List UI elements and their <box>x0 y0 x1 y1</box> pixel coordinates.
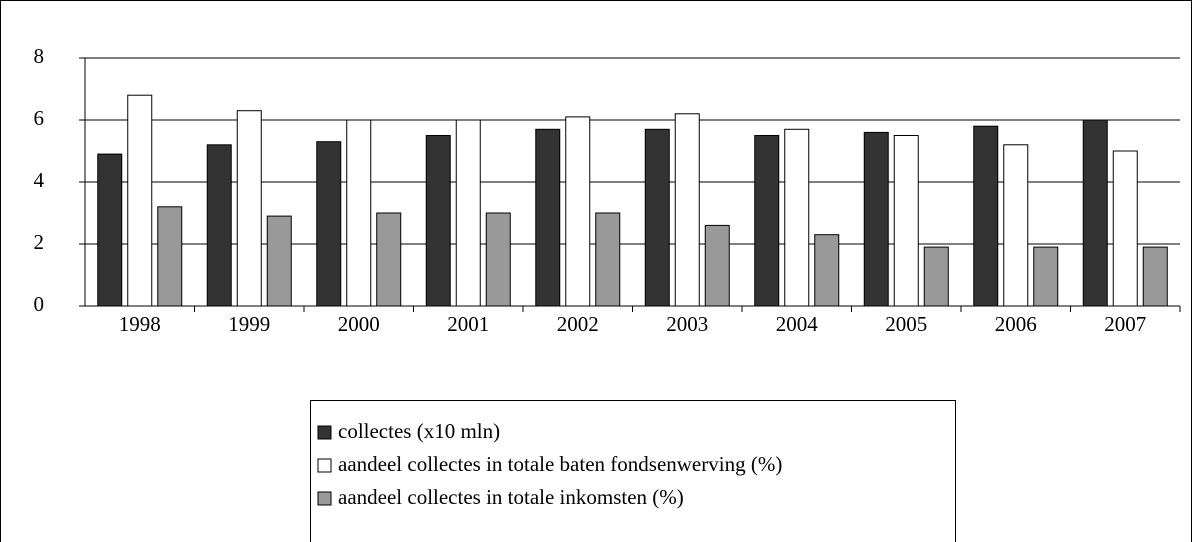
bar <box>893 135 919 307</box>
bar <box>455 119 481 307</box>
x-tick-label: 2005 <box>885 312 927 336</box>
bar <box>346 119 372 307</box>
y-tick-label: 6 <box>34 106 45 130</box>
legend-swatch <box>317 458 332 473</box>
y-tick-label: 2 <box>34 230 45 254</box>
bar <box>316 141 342 307</box>
bar <box>1112 150 1138 307</box>
x-tick-label: 1998 <box>119 312 161 336</box>
bar <box>127 94 153 307</box>
bar <box>376 212 402 307</box>
bar <box>863 131 889 307</box>
bar <box>236 110 262 307</box>
bar <box>425 135 451 307</box>
legend-label: aandeel collectes in totale baten fondse… <box>338 452 782 476</box>
bar <box>674 113 700 307</box>
x-tick-label: 2000 <box>338 312 380 336</box>
legend-label: collectes (x10 mln) <box>338 419 500 443</box>
bar <box>644 128 670 307</box>
legend-box <box>310 400 956 542</box>
x-tick-label: 2002 <box>557 312 599 336</box>
y-tick-label: 4 <box>34 168 45 192</box>
x-tick-label: 1999 <box>228 312 270 336</box>
x-tick-label: 2001 <box>447 312 489 336</box>
bar <box>1142 246 1168 307</box>
bar <box>754 135 780 307</box>
legend-label: aandeel collectes in totale inkomsten (%… <box>338 485 684 509</box>
bar <box>973 125 999 307</box>
bar <box>784 128 810 307</box>
bar <box>704 224 730 307</box>
bar <box>266 215 292 307</box>
bar <box>595 212 621 307</box>
x-tick-label: 2003 <box>666 312 708 336</box>
bar <box>485 212 511 307</box>
x-tick-label: 2007 <box>1104 312 1146 336</box>
bar <box>206 144 232 307</box>
y-tick-label: 0 <box>34 292 45 316</box>
legend-swatch <box>317 425 332 440</box>
legend-swatch <box>317 491 332 506</box>
bar <box>1033 246 1059 307</box>
bar <box>923 246 949 307</box>
bar <box>1003 144 1029 307</box>
bar <box>157 206 183 307</box>
bar <box>97 153 123 307</box>
bar <box>535 128 561 307</box>
bar <box>565 116 591 307</box>
x-tick-label: 2006 <box>995 312 1037 336</box>
x-tick-label: 2004 <box>776 312 819 336</box>
bar <box>1082 119 1108 307</box>
y-tick-label: 8 <box>34 44 45 68</box>
bar <box>814 234 840 307</box>
